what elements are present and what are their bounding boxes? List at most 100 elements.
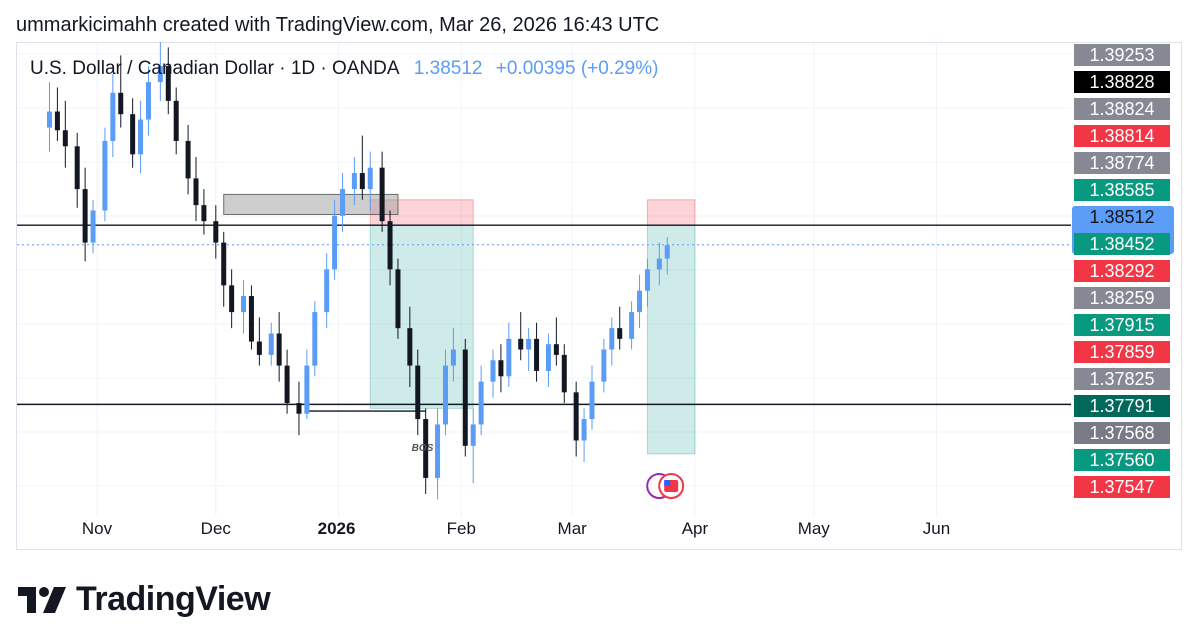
candle-bullish <box>324 269 330 313</box>
x-axis-tick-label: Feb <box>447 519 476 538</box>
candle-bearish <box>118 92 124 115</box>
last-price: 1.38512 <box>413 58 483 79</box>
price-axis-label <box>1074 422 1170 444</box>
candle-bullish <box>601 349 607 382</box>
price-axis-label <box>1074 233 1170 255</box>
candle-bullish <box>145 82 151 120</box>
price-axis-label-text: 1.37568 <box>1089 423 1154 443</box>
candle-bullish <box>644 269 650 291</box>
price-axis-label <box>1074 71 1170 93</box>
candle-bullish <box>304 365 310 414</box>
candle-bearish <box>573 392 579 441</box>
candle-bullish <box>545 344 551 371</box>
candle-bullish <box>110 92 116 141</box>
candle-bearish <box>201 205 207 222</box>
bos-annotation: BOS <box>412 443 434 454</box>
candle-bullish <box>268 333 274 355</box>
candle-bearish <box>74 146 80 190</box>
price-axis-label-text: 1.38292 <box>1089 261 1154 281</box>
candle-bearish <box>462 349 468 446</box>
candle-bearish <box>276 333 282 366</box>
candle-bullish <box>470 424 476 446</box>
candle-bullish <box>664 245 670 259</box>
candle-bullish <box>102 140 108 211</box>
candle-bearish <box>229 285 235 313</box>
price-axis-label <box>1074 44 1170 66</box>
price-axis-label-text: 1.37547 <box>1089 477 1154 497</box>
x-axis-tick-label: Dec <box>201 519 232 538</box>
x-axis-tick-label: 2026 <box>318 519 356 538</box>
take-profit-zone <box>369 224 474 409</box>
price-axis-label-text: 1.38452 <box>1089 234 1154 254</box>
candle-bearish <box>561 354 567 393</box>
tradingview-branding[interactable]: TradingView <box>18 580 271 619</box>
price-axis-label-text: 1.37915 <box>1089 315 1154 335</box>
candle-bearish <box>173 100 179 141</box>
price-axis-label-text: 1.37791 <box>1089 396 1154 416</box>
candle-bullish <box>435 424 441 478</box>
symbol-legend: U.S. Dollar / Canadian Dollar · 1D · OAN… <box>30 58 658 80</box>
candle-bearish <box>415 365 421 420</box>
stop-loss-zone <box>646 199 696 226</box>
price-axis-label <box>1074 341 1170 363</box>
price-axis-label-text: 1.38774 <box>1089 153 1154 173</box>
candle-bullish <box>138 119 144 155</box>
brand-name: TradingView <box>76 580 271 618</box>
candle-bearish <box>296 403 302 414</box>
price-axis-label <box>1074 449 1170 471</box>
price-axis-label-text: 1.38585 <box>1089 180 1154 200</box>
candle-bearish <box>534 338 540 371</box>
candle-bullish <box>478 381 484 425</box>
price-axis-label-text: 1.39253 <box>1089 45 1154 65</box>
candle-bearish <box>62 130 68 147</box>
price-axis-label-text: 1.37560 <box>1089 450 1154 470</box>
candle-bearish <box>387 221 393 270</box>
candle-bullish <box>637 290 643 313</box>
price-axis-label <box>1074 179 1170 201</box>
candle-bullish <box>340 189 346 216</box>
candle-bearish <box>359 173 365 190</box>
candle-bearish <box>284 365 290 404</box>
x-axis-tick-label: Jun <box>923 519 950 538</box>
price-axis-label <box>1074 287 1170 309</box>
x-axis-tick-label: Nov <box>82 519 113 538</box>
take-profit-zone <box>646 224 696 455</box>
price-axis-label-text: 1.37859 <box>1089 342 1154 362</box>
candle-bullish <box>367 167 373 190</box>
price-axis-label <box>1074 314 1170 336</box>
symbol-name[interactable]: U.S. Dollar / Canadian Dollar · 1D · OAN… <box>30 58 399 79</box>
chart-header: ummarkicimahh created with TradingView.c… <box>16 14 660 36</box>
x-axis-tick-label: Mar <box>558 519 588 538</box>
candle-bullish <box>589 381 595 420</box>
candle-bullish <box>629 312 635 339</box>
price-change: +0.00395 (+0.29%) <box>495 58 659 79</box>
tradingview-logo-icon <box>18 586 66 613</box>
candle-bullish <box>506 338 512 377</box>
candle-bearish <box>193 178 199 206</box>
candle-bearish <box>256 341 262 355</box>
price-axis-label-text: 1.38512 <box>1089 207 1154 227</box>
candle-bearish <box>407 328 413 366</box>
candle-bearish <box>185 140 191 179</box>
candle-bullish <box>442 365 448 425</box>
price-axis-label-text: 1.38828 <box>1089 72 1154 92</box>
candle-bullish <box>490 360 496 382</box>
order-block-zone <box>223 193 399 215</box>
candle-bearish <box>423 419 429 478</box>
candle-bullish <box>450 349 456 366</box>
candle-bearish <box>165 66 171 101</box>
candle-bullish <box>90 210 96 243</box>
flag-canton <box>664 480 671 486</box>
candle-bullish <box>581 419 587 441</box>
chart-frame <box>16 42 1182 550</box>
price-axis-label-text: 1.38259 <box>1089 288 1154 308</box>
candle-bullish <box>351 173 357 190</box>
price-axis-label <box>1074 476 1170 498</box>
price-axis-label <box>1074 260 1170 282</box>
price-axis-label <box>1074 368 1170 390</box>
candle-bullish <box>241 296 247 313</box>
price-axis-label-text: 1.38824 <box>1089 99 1154 119</box>
candle-bearish <box>617 328 623 339</box>
price-axis-label <box>1074 395 1170 417</box>
